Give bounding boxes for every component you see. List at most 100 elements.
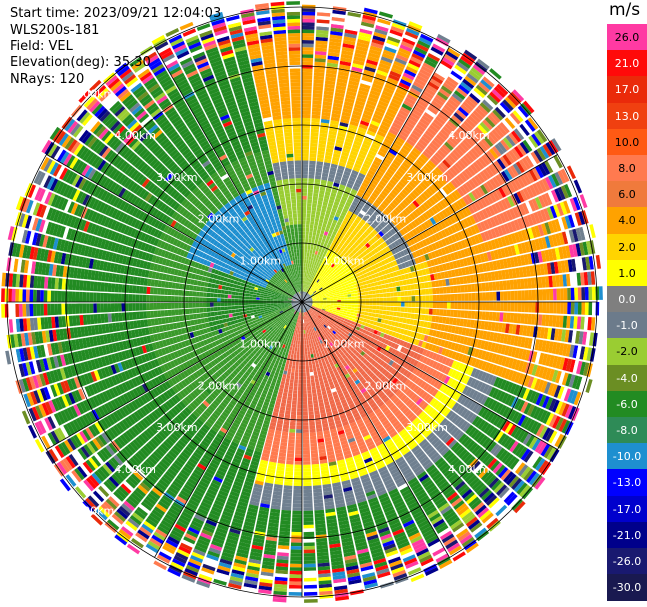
range-gate	[377, 66, 390, 74]
range-gate	[302, 18, 315, 23]
range-gate	[371, 179, 379, 186]
range-gate	[351, 299, 356, 302]
range-gate	[311, 467, 320, 472]
range-gate	[309, 291, 312, 295]
range-gate	[404, 307, 409, 313]
range-gate	[353, 140, 362, 147]
range-gate	[307, 285, 310, 290]
range-gate	[323, 250, 328, 255]
range-gate	[414, 78, 427, 87]
range-gate	[334, 235, 339, 241]
range-gate	[450, 70, 463, 81]
range-gate	[421, 314, 426, 321]
range-gate	[427, 174, 436, 183]
range-gate	[409, 56, 423, 65]
range-gate	[320, 179, 327, 185]
range-gate	[494, 106, 506, 119]
range-gate	[302, 8, 316, 13]
range-gate	[310, 132, 319, 137]
range-gate	[360, 146, 369, 153]
range-gate	[369, 45, 383, 53]
range-gate	[345, 134, 355, 141]
range-gate	[379, 59, 392, 67]
range-gate	[302, 100, 312, 104]
range-gate	[356, 96, 367, 103]
range-gate	[308, 340, 311, 344]
range-gate	[591, 286, 596, 300]
range-gate	[492, 291, 497, 301]
range-gate	[306, 277, 309, 282]
range-gate	[307, 274, 310, 279]
range-gate	[309, 249, 313, 254]
range-gate	[307, 188, 314, 193]
range-gate	[340, 299, 345, 302]
range-gate	[344, 297, 348, 300]
range-gate	[445, 50, 459, 61]
range-gate	[443, 104, 455, 114]
range-gate	[312, 260, 315, 265]
range-gate	[392, 64, 405, 72]
range-gate	[346, 131, 356, 137]
range-gate	[436, 91, 449, 101]
range-gate	[358, 295, 363, 299]
range-gate	[390, 145, 400, 153]
range-gate	[403, 158, 413, 167]
range-gate	[433, 136, 444, 146]
range-gate	[324, 80, 336, 85]
range-gate	[448, 73, 461, 84]
range-gate	[426, 127, 437, 137]
range-gate	[369, 231, 376, 238]
range-gate	[323, 262, 327, 267]
range-gate	[310, 246, 314, 250]
range-gate	[323, 303, 327, 305]
range-gate	[345, 94, 356, 100]
range-gate	[374, 110, 385, 118]
range-gate	[314, 218, 320, 223]
range-gate	[310, 350, 314, 355]
range-gate	[357, 212, 364, 219]
range-gate	[316, 283, 320, 287]
range-gate	[431, 100, 443, 110]
range-gate	[324, 239, 329, 244]
range-gate	[303, 288, 305, 292]
range-gate	[431, 75, 444, 85]
range-gate	[358, 123, 369, 130]
range-gate	[302, 340, 305, 345]
range-gate	[360, 218, 367, 225]
range-gate	[361, 143, 371, 150]
range-gate	[312, 250, 316, 255]
range-gate	[394, 196, 402, 204]
range-gate	[382, 288, 387, 293]
range-gate	[347, 157, 356, 163]
range-gate	[434, 166, 444, 176]
range-gate	[309, 253, 312, 257]
range-gate	[433, 40, 448, 50]
range-gate	[304, 288, 307, 292]
range-gate	[356, 203, 364, 210]
range-gate	[395, 88, 407, 97]
range-gate	[302, 351, 305, 356]
range-gate	[302, 110, 311, 115]
range-gate	[360, 288, 365, 293]
range-gate	[595, 286, 600, 300]
range-gate	[307, 270, 311, 275]
range-gate	[315, 168, 323, 173]
range-gate	[307, 397, 313, 401]
range-gate	[354, 246, 360, 252]
range-gate	[307, 281, 310, 286]
range-gate	[304, 245, 308, 250]
range-gate	[389, 29, 403, 37]
range-gate	[308, 407, 314, 412]
range-gate	[307, 245, 311, 250]
range-gate	[304, 284, 306, 289]
range-gate	[315, 171, 322, 176]
range-gate	[584, 302, 589, 316]
range-gate	[358, 200, 365, 207]
range-gate	[311, 235, 316, 240]
range-gate	[311, 253, 315, 258]
range-gate	[482, 292, 487, 301]
range-gate	[346, 311, 351, 315]
range-gate	[346, 90, 357, 97]
range-gate	[455, 87, 468, 98]
range-gate	[334, 95, 344, 101]
